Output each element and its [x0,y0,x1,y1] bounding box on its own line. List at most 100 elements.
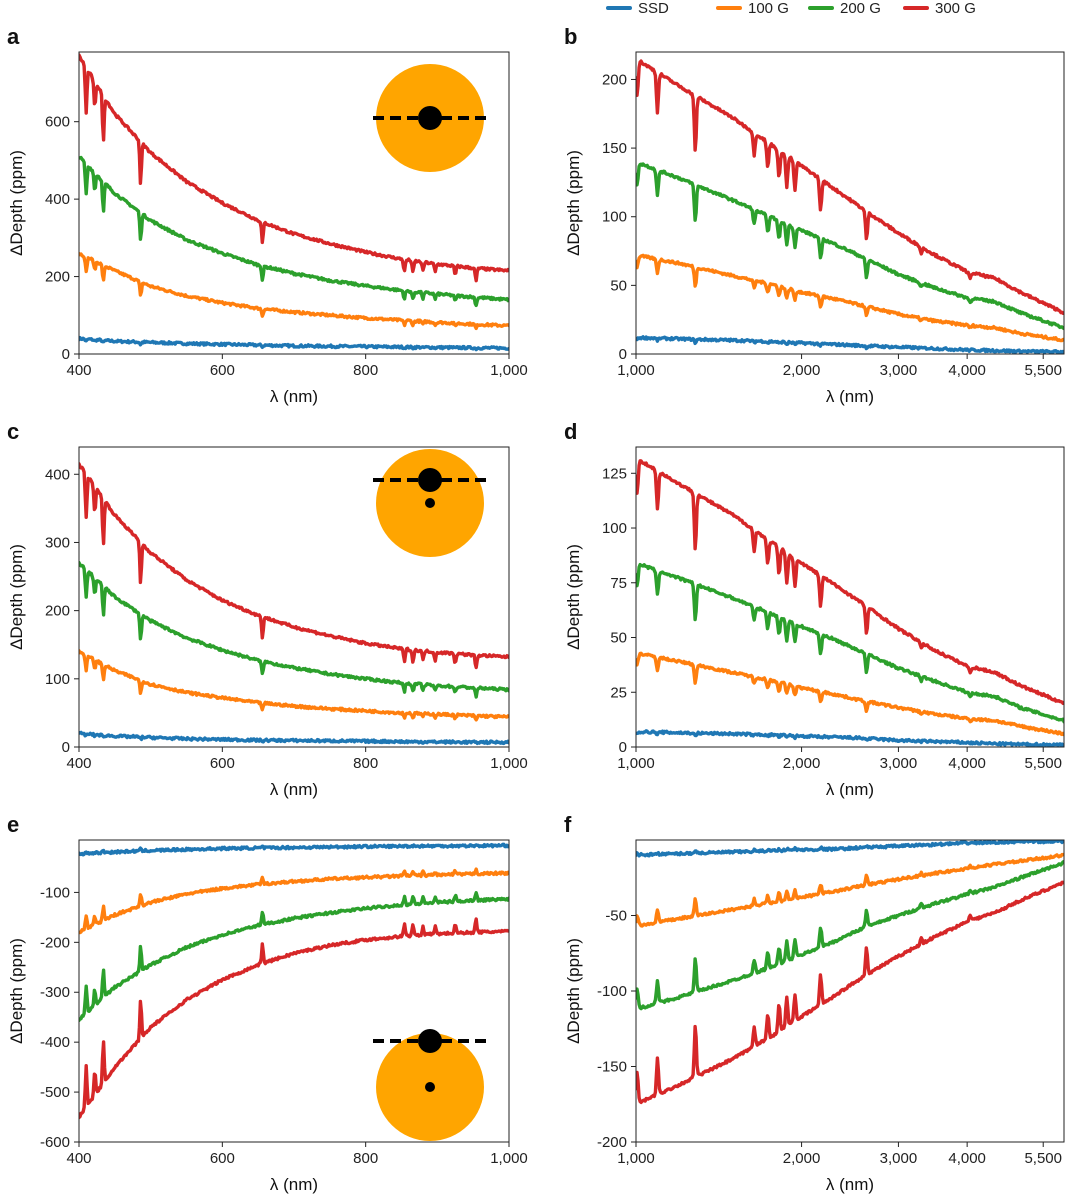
y-tick-label: 0 [62,346,70,363]
x-tick-label: 2,000 [783,755,821,772]
series-100g [636,651,1064,737]
series-group [79,842,509,1120]
x-tick-label: 5,500 [1024,755,1062,772]
x-tick-label: 600 [210,362,235,379]
x-tick-label: 1,000 [617,362,655,379]
panel-label: e [7,812,19,837]
panel-label: f [564,812,572,837]
transit-inset [373,64,487,172]
y-tick-label: 125 [602,465,627,482]
series-ssd [636,729,1064,747]
panel-label: c [7,419,19,444]
series-100g [79,251,509,331]
y-tick-label: 400 [45,191,70,208]
x-tick-label: 1,000 [617,1150,655,1167]
series-300g [79,53,509,283]
series-300g [79,462,509,670]
y-tick-label: -600 [40,1134,70,1151]
series-200g [636,162,1064,331]
series-200g [79,891,509,1022]
y-tick-label: 100 [45,671,70,688]
x-tick-label: 1,000 [490,755,528,772]
y-tick-label: 0 [62,739,70,756]
series-300g [636,59,1064,315]
planet-disk [418,106,442,130]
plot-frame [635,51,1065,355]
x-axis-label: λ (nm) [826,387,874,406]
series-200g [79,561,509,699]
x-tick-label: 800 [353,362,378,379]
x-tick-label: 3,000 [880,362,918,379]
y-tick-label: -500 [40,1084,70,1101]
series-300g [636,459,1064,705]
x-axis-label: λ (nm) [826,780,874,799]
planet-disk [418,1029,442,1053]
series-ssd [636,840,1064,858]
transit-inset [373,449,487,557]
plot-frame [635,446,1065,748]
y-tick-label: 300 [45,534,70,551]
series-ssd [79,842,509,857]
y-tick-label: -200 [40,934,70,951]
series-200g [636,859,1064,1011]
y-tick-label: -300 [40,984,70,1001]
y-tick-label: 25 [610,684,627,701]
panel-f: f 1,000 2,000 3,000 4,000 5,500 -50 -100 -150 -20… [564,812,1065,1194]
x-tick-label: 3,000 [880,1150,918,1167]
panel-label: a [7,24,20,49]
starspot [425,498,435,508]
y-tick-label: 200 [602,71,627,88]
y-tick-label: 200 [45,603,70,620]
y-tick-label: -50 [605,908,627,925]
transit-inset [373,1029,487,1141]
y-tick-label: 100 [602,520,627,537]
panel-b: b 1,000 2,000 3,000 4,000 5,500 0 50 100 150 200 λ … [564,24,1065,406]
series-100g [636,253,1064,343]
x-tick-label: 4,000 [948,1150,986,1167]
legend-label: 300 G [935,0,976,17]
x-tick-label: 4,000 [948,755,986,772]
x-tick-label: 2,000 [783,1150,821,1167]
x-axis-label: λ (nm) [270,780,318,799]
y-tick-label: -150 [597,1059,627,1076]
x-axis-label: λ (nm) [826,1175,874,1194]
x-tick-label: 3,000 [880,755,918,772]
series-group [79,462,509,746]
series-200g [79,155,509,308]
legend-label: SSD [638,0,669,17]
plot-frame [78,51,510,355]
legend-label: 100 G [748,0,789,17]
panel-a: a 400 600 800 1,000 0 200 400 600 λ (nm) ΔDepth (p… [7,24,528,406]
panel-e: e 400 600 800 1,000 -100 -200 -300 -400 -500 -600 λ… [7,812,528,1194]
x-tick-label: 5,500 [1024,362,1062,379]
x-tick-label: 1,000 [490,1150,528,1167]
x-axis-label: λ (nm) [270,387,318,406]
y-tick-label: -400 [40,1034,70,1051]
legend-label: 200 G [840,0,881,17]
x-tick-label: 800 [353,1150,378,1167]
x-tick-label: 5,500 [1024,1150,1062,1167]
legend-entry: 100 G [716,0,789,17]
y-tick-label: 0 [619,346,627,363]
x-tick-label: 1,000 [617,755,655,772]
series-ssd [79,730,509,746]
y-tick-label: -100 [597,983,627,1000]
y-tick-label: 600 [45,114,70,131]
y-tick-label: 75 [610,575,627,592]
y-tick-label: 50 [610,630,627,647]
x-tick-label: 4,000 [948,362,986,379]
series-group [636,840,1064,1105]
legend-entry: 300 G [903,0,976,17]
plot-frame [78,446,510,748]
series-300g [636,880,1064,1105]
y-axis-label: ΔDepth (ppm) [7,938,26,1044]
series-300g [79,917,509,1120]
x-tick-label: 2,000 [783,362,821,379]
panel-label: d [564,419,577,444]
panel-label: b [564,24,577,49]
y-tick-label: 100 [602,209,627,226]
y-tick-label: 0 [619,739,627,756]
plot-frame [78,839,510,1143]
series-100g [636,852,1064,928]
